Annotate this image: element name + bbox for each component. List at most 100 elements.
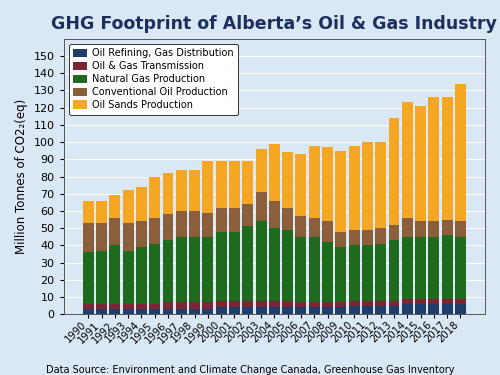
Bar (242, 308, 253, 314)
Bar (189, 211, 200, 237)
Bar (189, 170, 200, 211)
Bar (202, 237, 213, 302)
Bar (176, 302, 187, 309)
Bar (348, 146, 360, 230)
Bar (362, 230, 373, 245)
Bar (375, 244, 386, 300)
Bar (309, 237, 320, 302)
Bar (322, 147, 333, 221)
Bar (83, 223, 94, 252)
Bar (455, 221, 466, 237)
Bar (282, 300, 293, 307)
Bar (176, 170, 187, 211)
Bar (282, 308, 293, 314)
Bar (216, 300, 226, 307)
Bar (415, 106, 426, 221)
Bar (110, 309, 120, 314)
Bar (282, 207, 293, 230)
Bar (83, 304, 94, 309)
Bar (296, 302, 306, 307)
Bar (375, 228, 386, 244)
Bar (455, 304, 466, 314)
Bar (415, 237, 426, 299)
Bar (455, 237, 466, 299)
Bar (428, 304, 440, 314)
Bar (388, 300, 400, 306)
Bar (229, 232, 240, 300)
Bar (162, 309, 173, 314)
Bar (388, 240, 400, 300)
Bar (242, 161, 253, 204)
Bar (362, 245, 373, 300)
Bar (136, 309, 147, 314)
Bar (362, 142, 373, 230)
Bar (428, 299, 440, 304)
Bar (375, 306, 386, 314)
Bar (110, 304, 120, 309)
Bar (216, 207, 226, 232)
Bar (96, 223, 107, 251)
Bar (256, 308, 266, 314)
Bar (202, 302, 213, 309)
Bar (442, 299, 452, 304)
Bar (455, 299, 466, 304)
Legend: Oil Refining, Gas Distribution, Oil & Gas Transmission, Natural Gas Production, : Oil Refining, Gas Distribution, Oil & Ga… (68, 44, 238, 115)
Bar (136, 304, 147, 309)
Bar (229, 207, 240, 232)
Bar (375, 300, 386, 306)
Bar (122, 190, 134, 223)
Bar (162, 302, 173, 309)
Bar (336, 302, 346, 307)
Bar (336, 308, 346, 314)
Bar (282, 230, 293, 300)
Bar (309, 146, 320, 218)
Bar (216, 161, 226, 207)
Bar (415, 304, 426, 314)
Bar (309, 302, 320, 307)
Bar (189, 302, 200, 309)
Bar (336, 247, 346, 302)
Bar (348, 306, 360, 314)
Bar (110, 245, 120, 304)
Bar (242, 226, 253, 300)
Bar (322, 242, 333, 302)
Bar (455, 84, 466, 221)
Bar (189, 237, 200, 302)
Y-axis label: Million Tonnes of CO2₂(eq): Million Tonnes of CO2₂(eq) (15, 99, 28, 254)
Bar (296, 154, 306, 216)
Bar (256, 300, 266, 307)
Bar (242, 204, 253, 226)
Bar (136, 247, 147, 304)
Bar (415, 221, 426, 237)
Bar (229, 161, 240, 207)
Bar (256, 192, 266, 221)
Bar (388, 225, 400, 240)
Bar (296, 216, 306, 237)
Bar (150, 244, 160, 304)
Bar (83, 252, 94, 304)
Bar (176, 237, 187, 302)
Bar (110, 195, 120, 218)
Bar (362, 300, 373, 306)
Bar (348, 245, 360, 300)
Bar (216, 308, 226, 314)
Bar (136, 187, 147, 221)
Bar (428, 221, 440, 237)
Bar (136, 221, 147, 247)
Bar (122, 223, 134, 251)
Bar (428, 237, 440, 299)
Bar (269, 228, 280, 300)
Bar (336, 232, 346, 247)
Title: GHG Footprint of Alberta’s Oil & Gas Industry: GHG Footprint of Alberta’s Oil & Gas Ind… (52, 15, 498, 33)
Bar (296, 308, 306, 314)
Bar (176, 211, 187, 237)
Bar (402, 237, 412, 299)
Bar (388, 306, 400, 314)
Text: Data Source: Environment and Climate Change Canada, Greenhouse Gas Inventory: Data Source: Environment and Climate Cha… (46, 365, 454, 375)
Bar (309, 308, 320, 314)
Bar (402, 299, 412, 304)
Bar (362, 306, 373, 314)
Bar (162, 173, 173, 214)
Bar (83, 309, 94, 314)
Bar (442, 235, 452, 299)
